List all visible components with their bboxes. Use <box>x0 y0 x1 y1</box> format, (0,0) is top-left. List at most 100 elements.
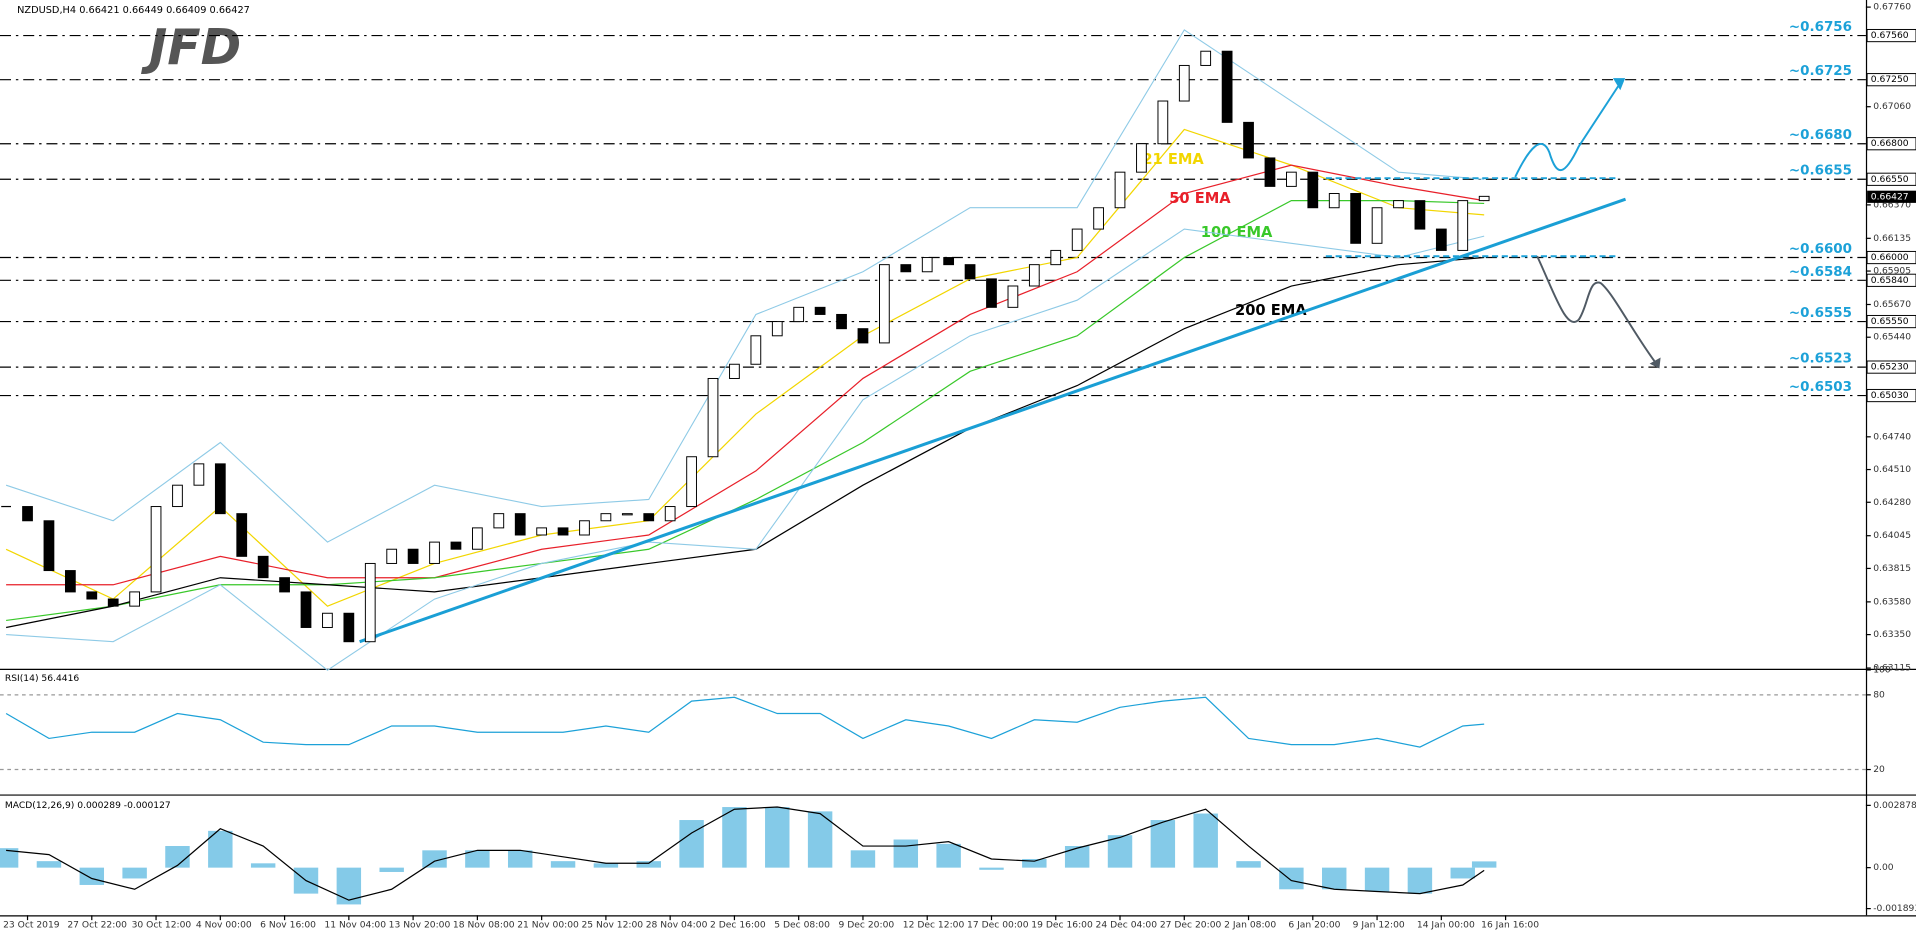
y-tick-label: 0.63115 <box>1873 664 1911 674</box>
candle <box>814 306 826 315</box>
macd-bar <box>722 807 747 868</box>
candle <box>172 484 183 508</box>
y-tick-label: 0.63580 <box>1873 597 1911 607</box>
x-tick-label: 2 Dec 16:00 <box>710 921 766 931</box>
y-tick-label: 0.63350 <box>1873 630 1911 640</box>
x-tick-label: 5 Dec 08:00 <box>774 921 830 931</box>
candle <box>771 321 783 337</box>
macd-bar <box>1022 858 1047 868</box>
candle <box>1071 228 1083 251</box>
candle <box>1028 264 1040 287</box>
macd-bar <box>593 863 619 868</box>
candle <box>579 520 590 536</box>
candle <box>322 612 333 628</box>
x-tick-label: 12 Dec 12:00 <box>903 921 965 931</box>
series-label: 21 EMA <box>1142 151 1204 168</box>
candle <box>1371 207 1383 244</box>
candle <box>129 591 141 607</box>
ema-line <box>6 164 1485 586</box>
x-tick-label: 23 Oct 2019 <box>3 921 60 931</box>
y-tick-label: 0.64045 <box>1873 531 1911 541</box>
macd-bar <box>1236 861 1261 868</box>
y-tick-label: 0.66370 <box>1873 200 1911 210</box>
macd-bar <box>936 843 961 868</box>
candle <box>1114 171 1126 209</box>
series-label: 200 EMA <box>1235 302 1307 319</box>
axis-box <box>1866 273 1916 287</box>
candle <box>279 577 290 593</box>
macd-bar <box>208 830 233 868</box>
level-label: ~0.6555 <box>1789 306 1852 321</box>
x-tick-label: 27 Oct 22:00 <box>67 921 127 931</box>
level-label: ~0.6725 <box>1789 64 1852 79</box>
macd-signal <box>6 806 1485 901</box>
candle <box>407 548 419 564</box>
x-tick-label: 9 Dec 20:00 <box>839 921 895 931</box>
macd-bar <box>850 850 876 868</box>
candle <box>921 257 933 273</box>
candle <box>22 506 33 522</box>
candle <box>1286 171 1297 187</box>
axis-box-label: 0.66800 <box>1871 139 1909 149</box>
candle <box>686 456 697 508</box>
candle <box>750 335 762 365</box>
x-tick-label: 18 Nov 08:00 <box>453 921 515 931</box>
arrow-head <box>1612 78 1626 91</box>
axis-box <box>1866 137 1916 151</box>
current-price-box <box>1867 190 1916 203</box>
macd-bar <box>379 867 404 872</box>
macd-bar <box>507 850 533 868</box>
candle <box>86 591 98 600</box>
candle <box>1478 195 1490 202</box>
rsi-line <box>5 696 1485 748</box>
macd-bar <box>0 848 19 868</box>
x-tick-label: 27 Dec 20:00 <box>1160 921 1222 931</box>
candle <box>1050 249 1062 266</box>
trendline <box>359 197 1627 644</box>
candle <box>1221 50 1233 123</box>
candle <box>1393 200 1404 209</box>
candle <box>343 612 355 643</box>
y-tick-label: 0.67060 <box>1873 102 1911 112</box>
candle <box>900 264 912 273</box>
header: NZDUSD,H4 0.66421 0.66449 0.66409 0.6642… <box>17 5 250 16</box>
scenario-arrows <box>1325 78 1661 369</box>
y-tick-label: 0.64280 <box>1873 498 1911 508</box>
macd-bar <box>636 861 661 868</box>
macd-bar <box>1450 867 1475 879</box>
x-tick-label: 13 Nov 20:00 <box>389 921 451 931</box>
candle <box>836 313 847 330</box>
candle <box>1093 207 1104 230</box>
bullish-path <box>1514 82 1622 178</box>
macd-bar <box>1471 861 1497 868</box>
arrow-head <box>1649 357 1661 369</box>
macd-title: MACD(12,26,9) 0.000289 -0.000127 <box>5 801 171 811</box>
macd-bar <box>79 867 105 885</box>
candle <box>214 463 226 515</box>
axis-box <box>1866 360 1916 374</box>
candle <box>1435 228 1447 251</box>
current-price-label: 0.66427 <box>1871 192 1909 202</box>
axis-box <box>1866 314 1916 329</box>
x-tick-label: 21 Nov 00:00 <box>517 921 579 931</box>
axis-box <box>1866 28 1916 43</box>
candle <box>1178 64 1190 102</box>
macd-bar <box>1407 867 1433 894</box>
candle <box>943 257 955 266</box>
logo: JFD <box>140 19 241 76</box>
candle <box>1157 100 1169 145</box>
y-tick-label: 0.63815 <box>1873 564 1911 574</box>
candle <box>43 520 55 572</box>
y-tick-label: 0.00 <box>1873 863 1894 873</box>
level-label: ~0.6680 <box>1789 128 1852 143</box>
candle <box>1350 193 1362 244</box>
candle <box>364 562 376 643</box>
candle <box>729 363 740 379</box>
y-tick-label: 80 <box>1873 690 1885 700</box>
macd-bar <box>1107 835 1133 868</box>
candle <box>429 541 440 564</box>
candle <box>514 513 526 536</box>
axis-box-label: 0.65030 <box>1871 391 1909 401</box>
candle <box>1136 143 1147 173</box>
